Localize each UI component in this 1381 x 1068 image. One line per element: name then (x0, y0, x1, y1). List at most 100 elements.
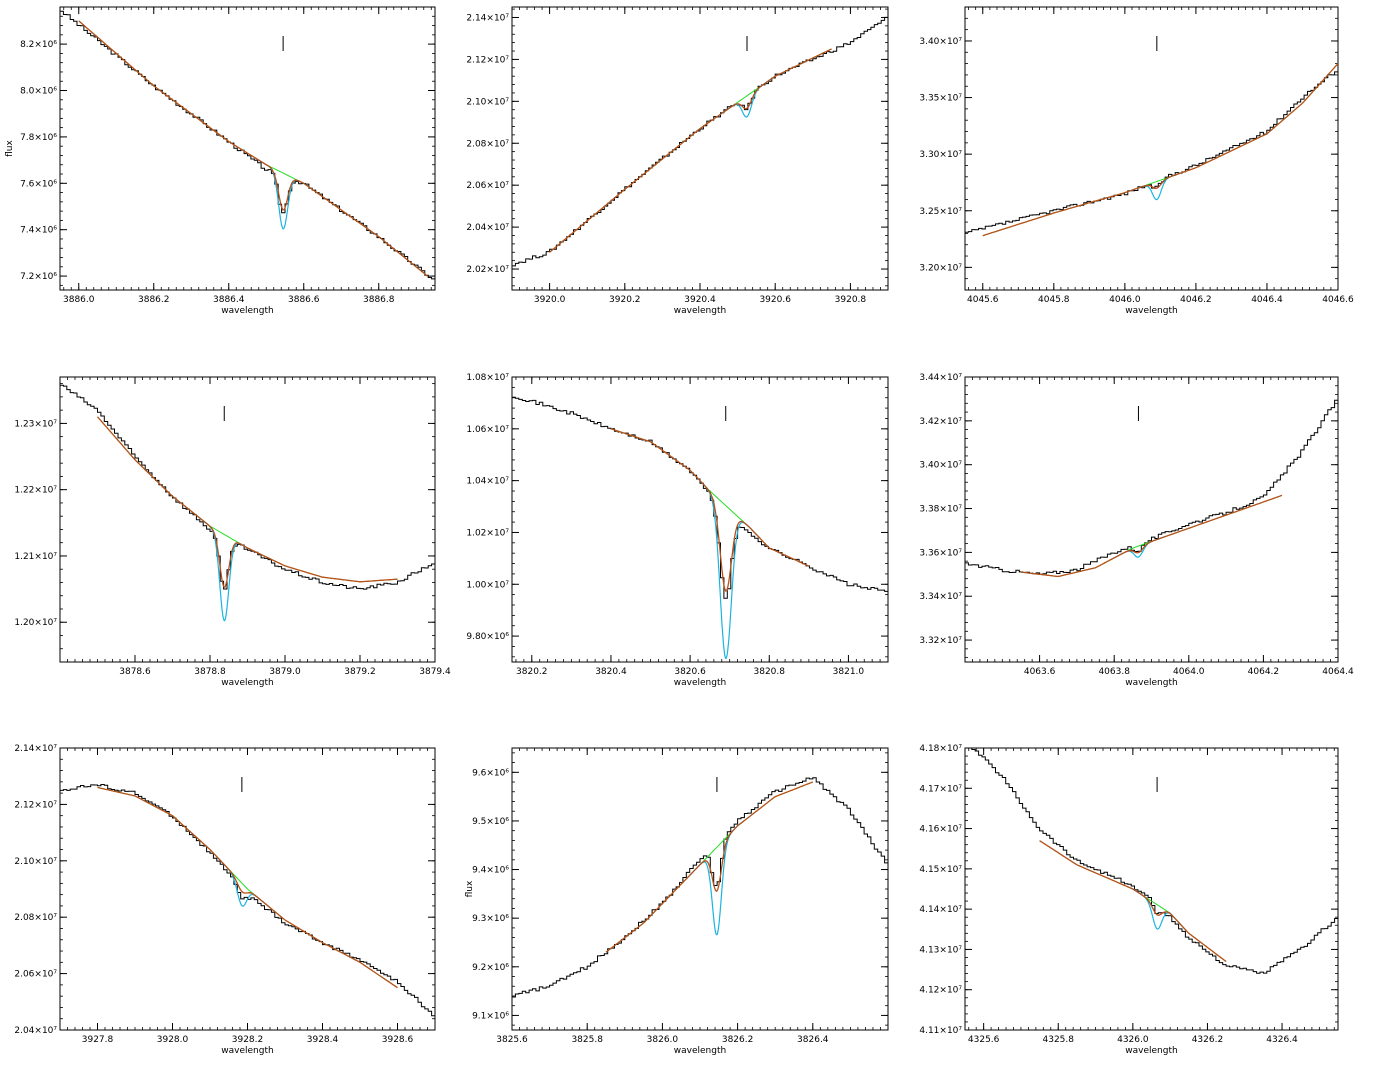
y-tick-label: 9.6×10⁶ (472, 768, 509, 778)
x-tick-label: 4064.0 (1173, 667, 1205, 677)
y-tick-label: 2.06×10⁷ (466, 181, 509, 191)
x-tick-label: 3826.2 (722, 1035, 754, 1045)
panel-1: 3886.0 3886.2 3886.4 3886.6 3886.8 7.2×10⁶ 7.4… (5, 6, 436, 316)
x-tick-label: 3928.0 (157, 1035, 189, 1045)
panel-2: 3920.0 3920.2 3920.4 3920.6 3920.8 2.02×10⁷ 2.… (466, 6, 889, 316)
x-axis-title: wavelength (1125, 678, 1177, 688)
x-tick-label: 3920.6 (759, 295, 791, 305)
x-tick-label: 3920.4 (684, 295, 716, 305)
y-tick-label: 3.40×10⁷ (919, 37, 962, 47)
x-axis-title: wavelength (221, 1046, 273, 1056)
observed-spectrum-histogram (512, 396, 888, 599)
x-tick-label: 3826.4 (797, 1035, 829, 1045)
plot-frame (964, 6, 1339, 291)
x-axis-title: wavelength (1125, 306, 1177, 316)
line-model-curve (692, 472, 760, 660)
x-axis-title: wavelength (674, 678, 726, 688)
y-tick-label: 3.32×10⁷ (919, 636, 962, 646)
y-tick-label: 4.12×10⁷ (919, 986, 962, 996)
y-tick-label: 7.2×10⁶ (20, 272, 57, 282)
plot-content (965, 36, 1338, 237)
plot-content (60, 777, 435, 1017)
observed-spectrum-histogram (965, 397, 1338, 575)
y-tick-label: 3.25×10⁷ (919, 207, 962, 217)
y-tick-label: 4.13×10⁷ (919, 945, 962, 955)
x-axis-title: wavelength (221, 678, 273, 688)
plot-content (965, 397, 1338, 578)
total-fit-curve (982, 63, 1338, 237)
continuum-curve (982, 63, 1338, 237)
x-tick-label: 3928.6 (382, 1035, 414, 1045)
x-tick-label: 3825.8 (571, 1035, 603, 1045)
total-fit-curve (97, 786, 398, 989)
x-tick-label: 3879.0 (269, 667, 301, 677)
x-tick-label: 4325.6 (968, 1035, 1000, 1045)
x-tick-label: 4326.2 (1192, 1035, 1224, 1045)
y-tick-label: 2.04×10⁷ (14, 1026, 57, 1036)
y-tick-label: 1.23×10⁷ (14, 419, 57, 429)
y-tick-label: 7.8×10⁶ (20, 133, 57, 143)
y-tick-label: 3.35×10⁷ (919, 94, 962, 104)
plot-frame (511, 747, 889, 1031)
plot-content (512, 777, 888, 998)
y-tick-label: 9.4×10⁶ (472, 866, 509, 876)
x-tick-label: 4046.4 (1251, 295, 1283, 305)
x-tick-label: 3879.4 (419, 667, 451, 677)
y-tick-label: 3.36×10⁷ (919, 548, 962, 558)
plot-frame (59, 6, 436, 291)
panel-4: 3878.6 3878.8 3879.0 3879.2 3879.4 1.20×10⁷ 1.… (14, 376, 451, 688)
y-tick-label: 1.06×10⁷ (466, 425, 509, 435)
y-axis-title: flux (465, 880, 475, 897)
x-tick-label: 3928.2 (232, 1035, 264, 1045)
x-tick-label: 4046.2 (1180, 295, 1212, 305)
plot-content (971, 748, 1338, 974)
y-tick-label: 9.5×10⁶ (472, 817, 509, 827)
x-tick-label: 4045.6 (967, 295, 999, 305)
y-tick-label: 2.04×10⁷ (466, 223, 509, 233)
y-axis-title: flux (5, 139, 15, 156)
total-fit-curve (1020, 494, 1283, 578)
y-tick-label: 3.20×10⁷ (919, 263, 962, 273)
y-tick-label: 3.42×10⁷ (919, 417, 962, 427)
y-tick-label: 4.14×10⁷ (919, 905, 962, 915)
y-tick-label: 1.08×10⁷ (466, 373, 509, 383)
y-tick-label: 2.12×10⁷ (14, 800, 57, 810)
observed-spectrum-histogram (512, 16, 888, 267)
y-tick-label: 2.14×10⁷ (466, 13, 509, 23)
total-fit-curve (78, 20, 428, 277)
y-tick-label: 7.4×10⁶ (20, 226, 57, 236)
y-tick-label: 3.30×10⁷ (919, 150, 962, 160)
x-tick-label: 4046.0 (1109, 295, 1141, 305)
x-tick-label: 4063.8 (1098, 667, 1130, 677)
observed-spectrum-histogram (512, 777, 888, 998)
y-tick-label: 4.17×10⁷ (919, 784, 962, 794)
continuum-curve (549, 48, 832, 253)
x-tick-label: 3886.2 (138, 295, 170, 305)
x-tick-label: 4046.6 (1322, 295, 1354, 305)
x-tick-label: 4326.0 (1117, 1035, 1149, 1045)
x-tick-label: 3920.8 (835, 295, 867, 305)
x-tick-label: 4064.4 (1322, 667, 1354, 677)
x-tick-label: 3886.4 (213, 295, 245, 305)
panel-7: 3927.8 3928.0 3928.2 3928.4 3928.6 2.04×10⁷ 2.… (14, 744, 436, 1056)
y-tick-label: 3.34×10⁷ (919, 592, 962, 602)
x-tick-label: 3920.0 (534, 295, 566, 305)
y-tick-label: 2.06×10⁷ (14, 970, 57, 980)
y-tick-label: 4.15×10⁷ (919, 865, 962, 875)
x-tick-label: 4063.6 (1024, 667, 1056, 677)
y-tick-label: 2.02×10⁷ (466, 265, 509, 275)
plot-frame (59, 376, 436, 663)
y-tick-label: 2.08×10⁷ (466, 139, 509, 149)
y-tick-label: 2.14×10⁷ (14, 744, 57, 754)
total-fit-curve (97, 416, 398, 589)
x-tick-label: 4045.8 (1038, 295, 1070, 305)
y-tick-label: 9.3×10⁶ (472, 914, 509, 924)
x-axis-title: wavelength (674, 306, 726, 316)
y-tick-label: 2.10×10⁷ (14, 857, 57, 867)
y-tick-label: 2.12×10⁷ (466, 55, 509, 65)
x-tick-label: 3886.6 (288, 295, 320, 305)
panel-5: 3820.2 3820.4 3820.6 3820.8 3821.0 9.80×10⁶ 1.… (466, 373, 889, 688)
continuum-curve (78, 20, 428, 277)
y-tick-label: 3.40×10⁷ (919, 461, 962, 471)
